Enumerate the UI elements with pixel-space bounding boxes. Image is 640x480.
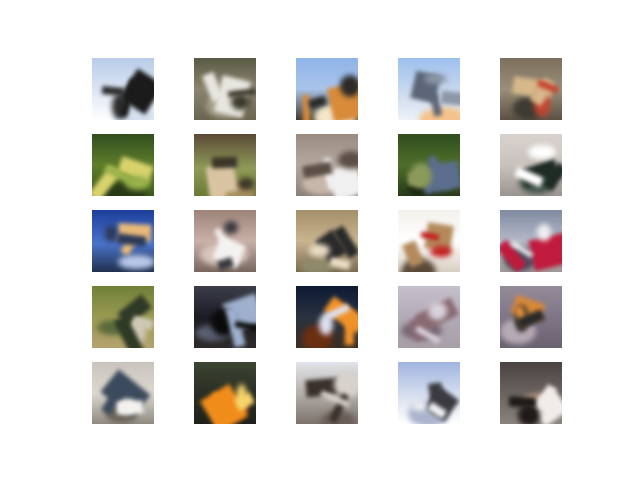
sample-blur-patch bbox=[125, 176, 150, 190]
sample-blur-patch bbox=[527, 144, 556, 160]
sample-blur-patch bbox=[537, 223, 552, 241]
sample-blur-patch bbox=[101, 85, 125, 96]
sample-blur-patch bbox=[340, 75, 358, 98]
sample-blur-patch bbox=[407, 173, 426, 187]
generated-sample-tile bbox=[194, 286, 256, 348]
sample-blur-patch bbox=[116, 400, 144, 415]
sample-blur-patch bbox=[508, 396, 536, 408]
generated-sample-tile bbox=[194, 58, 256, 120]
sample-blur-patch bbox=[338, 151, 358, 170]
generated-sample-tile bbox=[92, 362, 154, 424]
sample-blur-patch bbox=[223, 220, 238, 235]
generated-sample-tile bbox=[500, 362, 562, 424]
generated-sample-tile bbox=[92, 58, 154, 120]
sample-blur-patch bbox=[211, 156, 238, 169]
generated-sample-tile bbox=[500, 134, 562, 196]
sample-blur-patch bbox=[344, 311, 354, 345]
sample-blur-patch bbox=[230, 94, 250, 111]
generated-sample-tile bbox=[92, 286, 154, 348]
generated-sample-tile bbox=[194, 210, 256, 272]
generated-sample-tile bbox=[194, 362, 256, 424]
generated-sample-tile bbox=[500, 210, 562, 272]
generated-sample-tile bbox=[500, 286, 562, 348]
generated-sample-tile bbox=[92, 210, 154, 272]
sample-blur-patch bbox=[333, 371, 358, 398]
sample-blur-patch bbox=[411, 401, 427, 412]
generated-sample-tile bbox=[500, 58, 562, 120]
generated-sample-tile bbox=[398, 58, 460, 120]
generated-sample-tile bbox=[398, 362, 460, 424]
sample-blur-patch bbox=[105, 225, 117, 242]
sample-blur-patch bbox=[117, 254, 154, 270]
sample-blur-patch bbox=[329, 257, 352, 271]
generated-sample-tile bbox=[296, 286, 358, 348]
sample-blur-patch bbox=[440, 90, 460, 107]
sample-blur-patch bbox=[300, 259, 334, 272]
generated-sample-tile bbox=[296, 210, 358, 272]
sample-blur-patch bbox=[423, 74, 447, 85]
sample-blur-patch bbox=[430, 245, 453, 258]
generated-sample-tile bbox=[398, 134, 460, 196]
generated-sample-tile bbox=[92, 134, 154, 196]
generated-sample-tile bbox=[194, 134, 256, 196]
sample-blur-patch bbox=[518, 403, 540, 424]
generated-sample-tile bbox=[296, 134, 358, 196]
sample-blur-patch bbox=[237, 177, 255, 191]
sample-blur-patch bbox=[427, 301, 447, 321]
generated-sample-tile bbox=[296, 58, 358, 120]
generated-sample-tile bbox=[398, 210, 460, 272]
generated-sample-tile bbox=[296, 362, 358, 424]
sample-blur-patch bbox=[308, 244, 331, 258]
generated-sample-tile bbox=[398, 286, 460, 348]
